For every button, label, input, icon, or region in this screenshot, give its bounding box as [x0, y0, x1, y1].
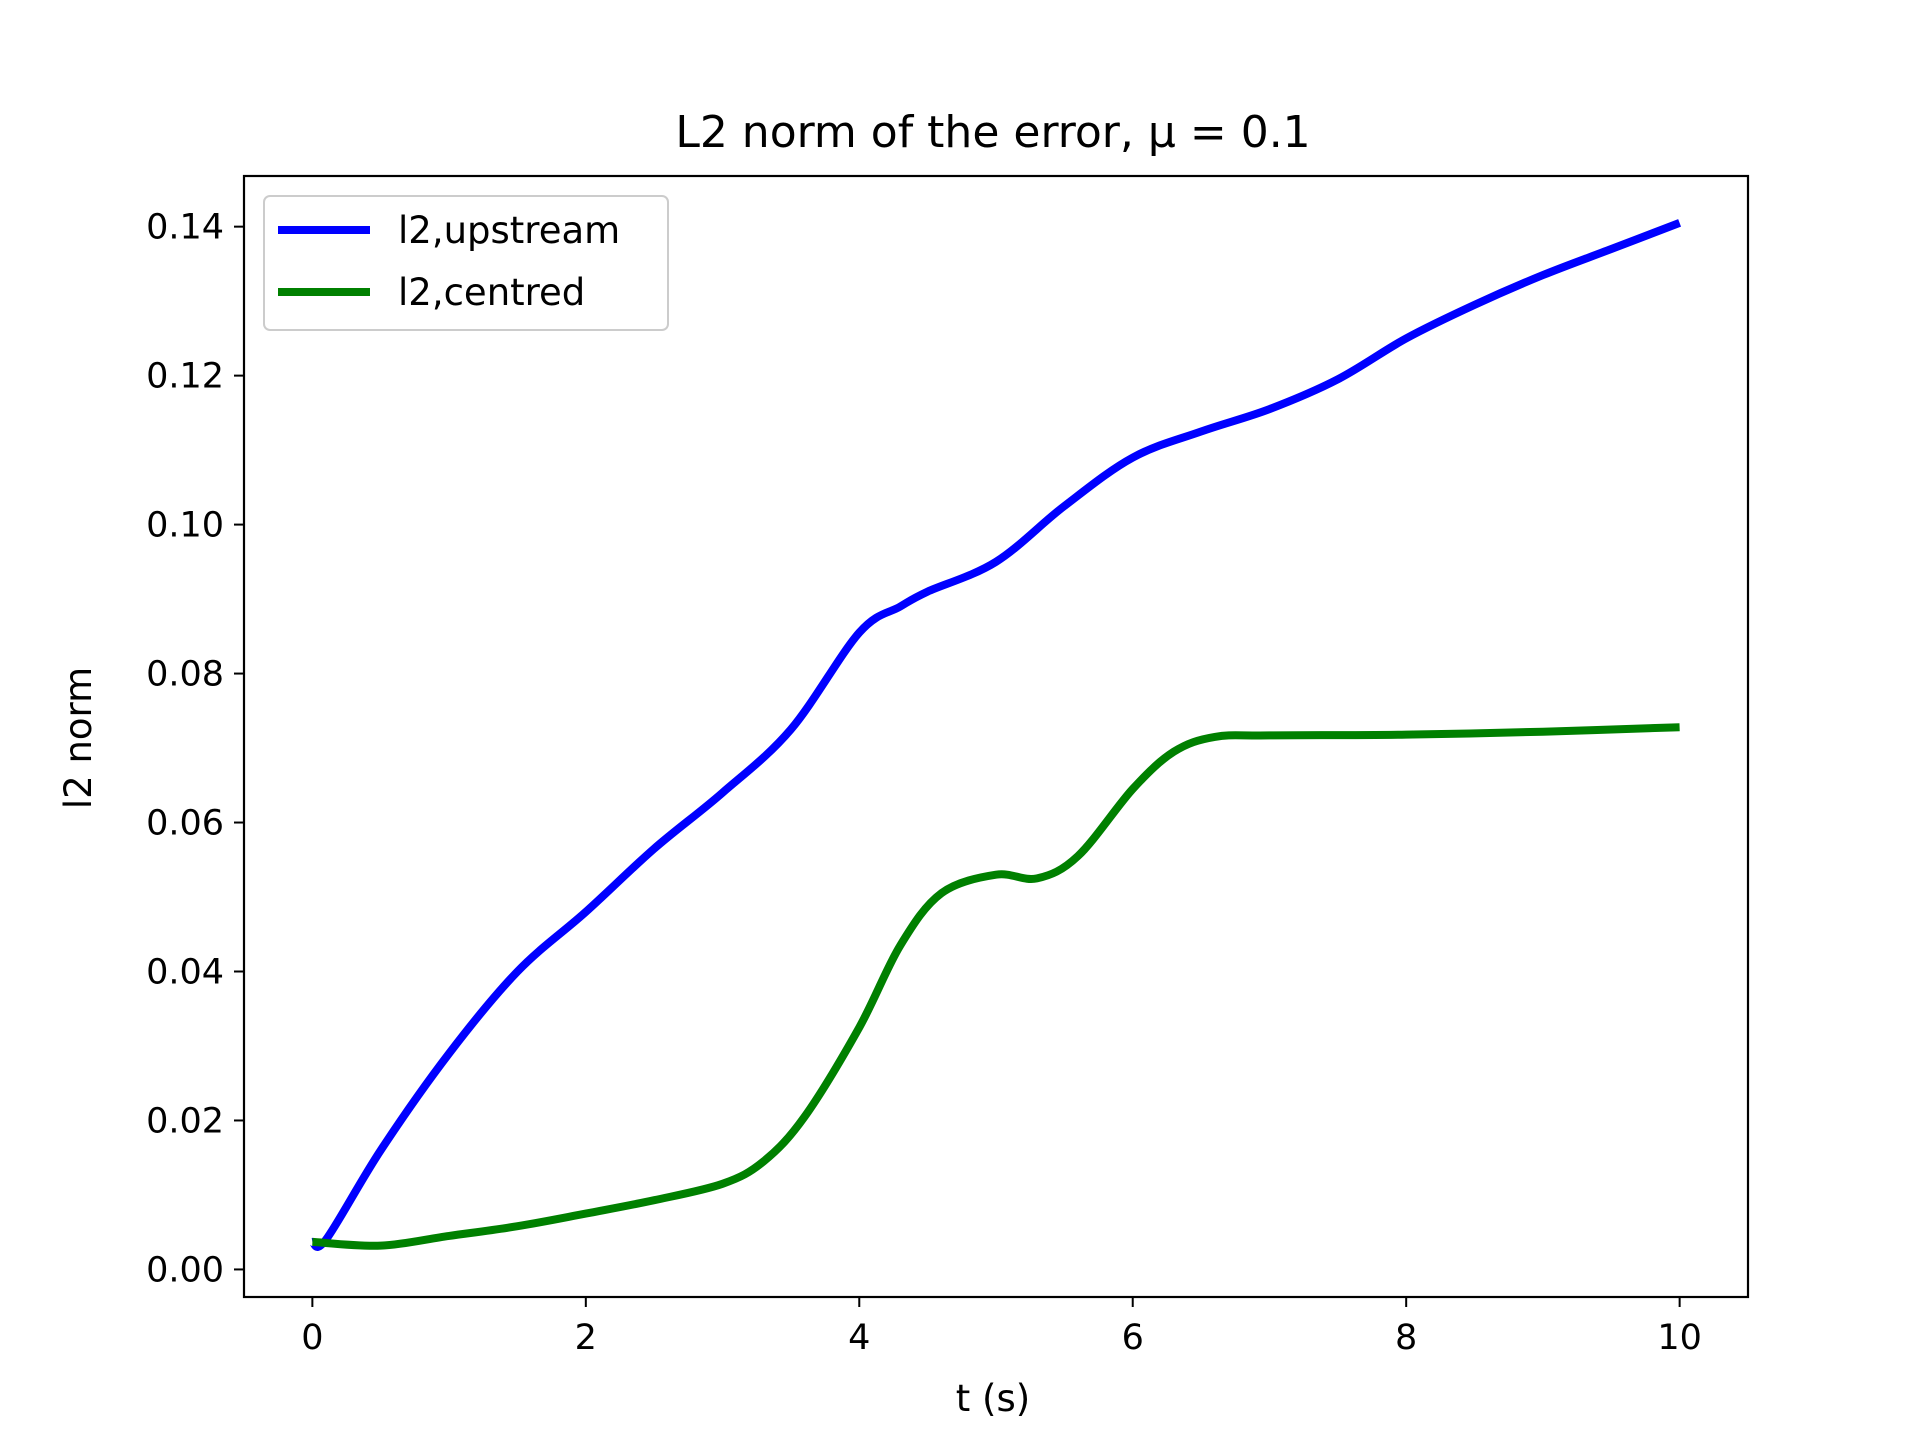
y-tick-label: 0.10: [146, 506, 224, 546]
y-tick-label: 0.00: [146, 1250, 224, 1290]
y-tick-label: 0.08: [146, 655, 224, 695]
x-tick-label: 8: [1395, 1318, 1417, 1358]
series-line-l2-upstream: [308, 219, 1682, 1251]
legend: l2,upstream l2,centred: [263, 195, 669, 331]
y-tick-label: 0.12: [146, 357, 224, 397]
x-axis-label: t (s): [956, 1377, 1030, 1420]
legend-label-l2-upstream: l2,upstream: [398, 209, 620, 252]
series-layer: [308, 219, 1682, 1251]
y-tick-label: 0.06: [146, 804, 224, 844]
y-tick-label: 0.14: [146, 208, 224, 248]
y-tick-label: 0.02: [146, 1101, 224, 1141]
plot-area: [242, 174, 1750, 1299]
x-tick-label: 6: [1122, 1318, 1144, 1358]
y-axis-ticks: 0.00 0.02 0.04 0.06 0.08 0.10 0.12 0.14: [146, 208, 244, 1290]
x-tick-label: 4: [848, 1318, 870, 1358]
legend-label-l2-centred: l2,centred: [398, 271, 585, 314]
y-tick-label: 0.04: [146, 953, 224, 993]
series-line-l2-centred: [312, 723, 1680, 1250]
y-axis-label: l2 norm: [57, 667, 100, 809]
plot-background: [244, 176, 1748, 1297]
chart-title: L2 norm of the error, μ = 0.1: [675, 107, 1310, 158]
x-tick-label: 10: [1657, 1318, 1702, 1358]
x-tick-label: 2: [575, 1318, 597, 1358]
x-axis-ticks: 0 2 4 6 8 10: [301, 1297, 1702, 1358]
plot-frame: [242, 174, 1750, 1299]
x-tick-label: 0: [301, 1318, 323, 1358]
